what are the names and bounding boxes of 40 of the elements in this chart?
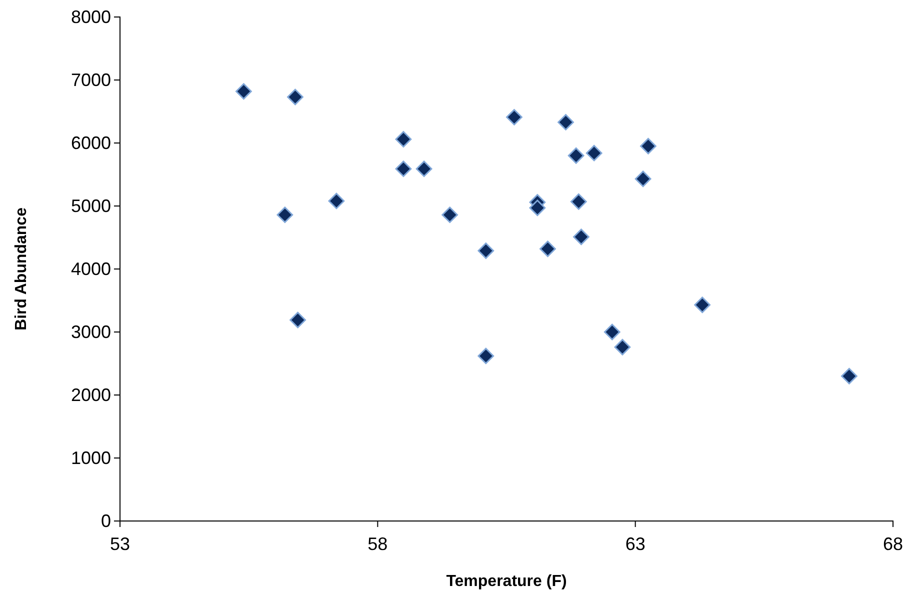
point [506,109,522,126]
point [640,138,656,154]
point [540,240,556,258]
point [614,338,631,356]
point [568,147,584,164]
y-axis-title: Bird Abundance [13,207,30,330]
point [236,83,252,100]
x-axis-title: Temperature (F) [446,573,567,590]
y-tick-label: 6000 [70,132,111,153]
y-tick-label: 8000 [70,6,111,27]
point [395,131,412,148]
point [604,324,620,340]
point [558,114,574,130]
point [276,206,294,223]
point [634,170,652,188]
point [529,200,546,216]
point [395,160,412,177]
y-tick-label: 5000 [70,196,111,216]
point [694,296,710,314]
y-tick-label: 4000 [70,258,111,279]
point [328,192,345,210]
x-tick-label: 58 [368,534,388,554]
y-tick-label: 1000 [70,448,111,468]
point [586,144,602,162]
x-tick-label: 63 [625,534,646,554]
x-tick-label: 53 [110,534,130,554]
point [287,88,304,106]
point [570,193,587,210]
y-tick-label: 2000 [70,384,111,405]
point [290,312,306,328]
point [573,228,590,246]
point [478,348,494,364]
y-tick-label: 3000 [70,322,111,342]
point [841,368,858,384]
point [442,206,458,223]
x-tick-label: 68 [882,534,904,554]
point [416,160,432,177]
y-tick-label: 0 [100,510,111,531]
point [478,242,494,259]
y-tick-label: 7000 [70,70,111,90]
